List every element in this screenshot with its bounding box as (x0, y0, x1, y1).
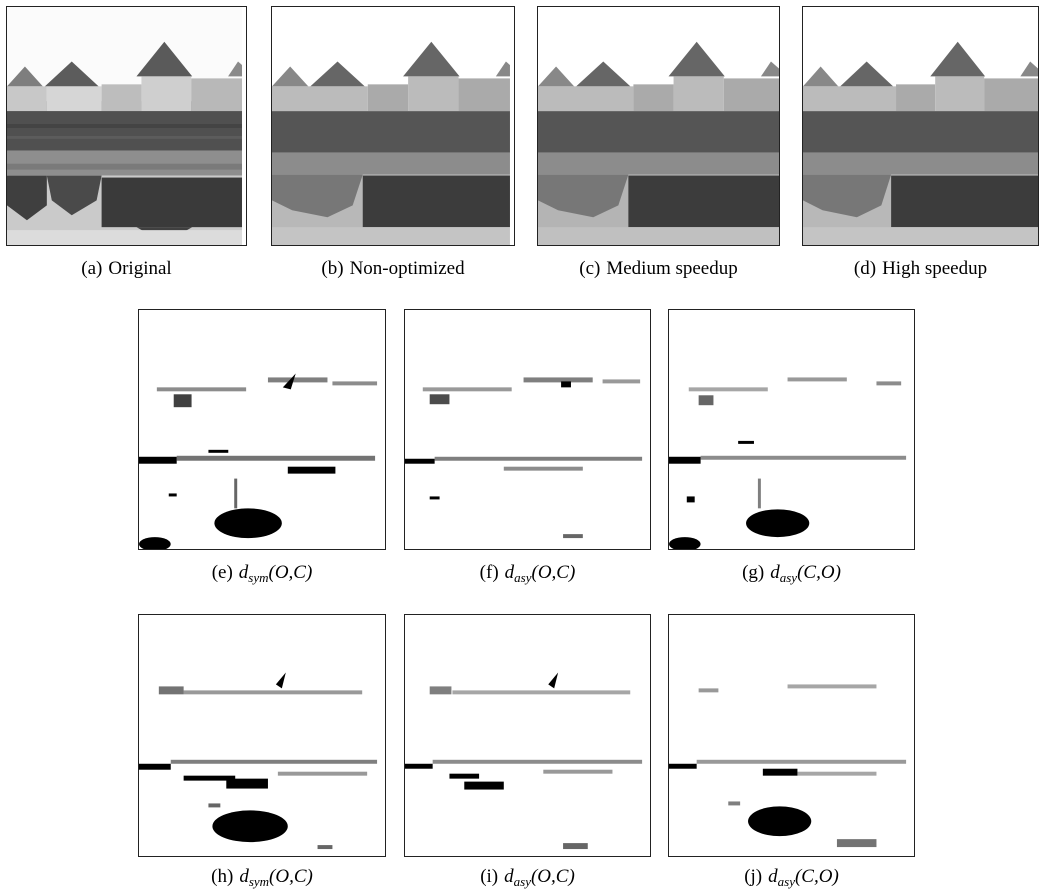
image-high-speedup (802, 6, 1039, 246)
caption-h: (h) dsym(O,C) (211, 866, 313, 889)
caption-j: (j) dasy(C,O) (744, 866, 839, 889)
diff-map-i (404, 614, 651, 857)
caption-d: (d) High speedup (853, 258, 988, 279)
caption-f: (f) dasy(O,C) (479, 562, 576, 585)
image-medium-speedup (537, 6, 780, 246)
caption-c: (c) Medium speedup (579, 258, 738, 279)
diff-map-f (404, 309, 651, 550)
caption-i: (i) dasy(O,C) (480, 866, 575, 889)
diff-map-g (668, 309, 915, 550)
caption-a: (a) Original (81, 258, 172, 279)
diff-map-h (138, 614, 386, 857)
caption-g: (g) dasy(C,O) (742, 562, 841, 585)
caption-e: (e) dsym(O,C) (211, 562, 313, 585)
image-original (6, 6, 247, 246)
diff-map-j (668, 614, 915, 857)
caption-b: (b) Non-optimized (321, 258, 465, 279)
image-non-optimized (271, 6, 515, 246)
diff-map-e (138, 309, 386, 550)
